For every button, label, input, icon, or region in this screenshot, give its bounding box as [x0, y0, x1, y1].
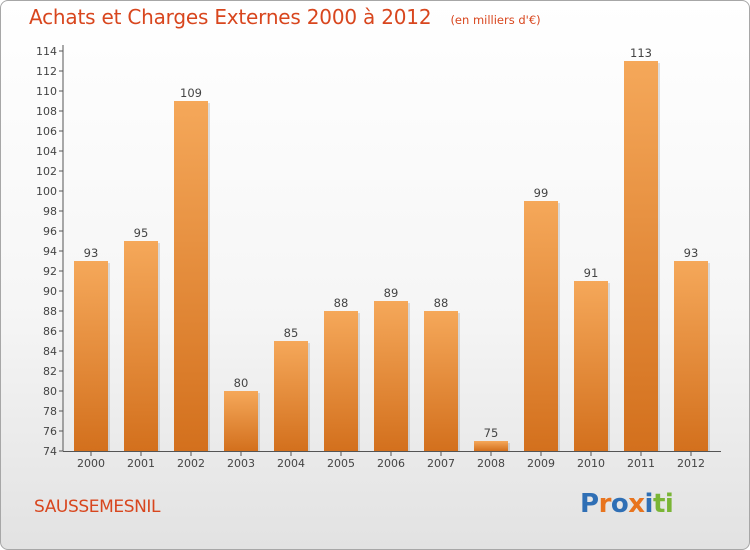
logo-letter: r — [598, 489, 612, 519]
bar-value-label: 91 — [584, 266, 599, 280]
bar-group[interactable]: 75 — [474, 426, 510, 451]
y-tick-label: 112 — [36, 65, 57, 78]
bar[interactable] — [224, 391, 258, 451]
x-tick-label: 2000 — [77, 457, 105, 470]
bar-value-label: 95 — [134, 226, 149, 240]
bar[interactable] — [274, 341, 308, 451]
y-tick-label: 104 — [36, 145, 57, 158]
x-tick-label: 2009 — [527, 457, 555, 470]
y-tick-label: 76 — [43, 425, 57, 438]
y-tick-label: 84 — [43, 345, 57, 358]
chart-unit: (en milliers d'€) — [450, 13, 541, 27]
bar-group[interactable]: 85 — [274, 326, 310, 451]
chart-header: Achats et Charges Externes 2000 à 2012 (… — [29, 5, 541, 29]
bar[interactable] — [574, 281, 608, 451]
y-tick-label: 80 — [43, 385, 57, 398]
bar-value-label: 75 — [484, 426, 499, 440]
bar-value-label: 113 — [630, 46, 652, 60]
bar[interactable] — [324, 311, 358, 451]
x-tick-label: 2001 — [127, 457, 155, 470]
bar[interactable] — [624, 61, 658, 451]
y-tick-label: 92 — [43, 265, 57, 278]
y-tick-label: 90 — [43, 285, 57, 298]
x-tick-label: 2011 — [627, 457, 655, 470]
x-tick-label: 2003 — [227, 457, 255, 470]
commune-name: SAUSSEMESNIL — [34, 497, 161, 517]
bar-group[interactable]: 91 — [574, 266, 610, 451]
bars: 93 95 109 80 85 88 89 88 75 99 91 113 93 — [74, 46, 710, 451]
y-tick-label: 74 — [43, 445, 57, 458]
y-tick-label: 108 — [36, 105, 57, 118]
bar[interactable] — [174, 101, 208, 451]
y-tick-label: 96 — [43, 225, 57, 238]
bar-group[interactable]: 93 — [74, 246, 110, 451]
y-tick-label: 100 — [36, 185, 57, 198]
bar-group[interactable]: 88 — [424, 296, 460, 451]
bar-value-label: 80 — [234, 376, 249, 390]
y-tick-label: 78 — [43, 405, 57, 418]
chart-title: Achats et Charges Externes 2000 à 2012 — [29, 5, 432, 29]
x-tick-label: 2005 — [327, 457, 355, 470]
y-tick-label: 86 — [43, 325, 57, 338]
bar-value-label: 93 — [84, 246, 99, 260]
y-tick-label: 102 — [36, 165, 57, 178]
y-tick-label: 106 — [36, 125, 57, 138]
bar-group[interactable]: 95 — [124, 226, 160, 451]
x-tick-label: 2004 — [277, 457, 305, 470]
y-tick-label: 114 — [36, 45, 57, 58]
y-tick-label: 82 — [43, 365, 57, 378]
bar-value-label: 89 — [384, 286, 399, 300]
proxiti-logo[interactable]: Proxiti — [580, 489, 674, 519]
x-tick-label: 2007 — [427, 457, 455, 470]
y-tick-label: 110 — [36, 85, 57, 98]
x-tick-label: 2012 — [677, 457, 705, 470]
logo-letter: x — [628, 489, 645, 519]
bar-group[interactable]: 80 — [224, 376, 260, 451]
bar-group[interactable]: 109 — [174, 86, 210, 451]
y-tick-label: 94 — [43, 245, 57, 258]
bar[interactable] — [74, 261, 108, 451]
logo-letter: i — [664, 489, 674, 519]
y-tick-label: 98 — [43, 205, 57, 218]
bar[interactable] — [474, 441, 508, 451]
bar[interactable] — [374, 301, 408, 451]
bar-group[interactable]: 88 — [324, 296, 360, 451]
logo-letter: o — [610, 489, 629, 519]
bar-group[interactable]: 89 — [374, 286, 410, 451]
x-tick-label: 2010 — [577, 457, 605, 470]
x-tick-label: 2002 — [177, 457, 205, 470]
bar-value-label: 85 — [284, 326, 299, 340]
bar-value-label: 109 — [180, 86, 202, 100]
bar-value-label: 88 — [434, 296, 449, 310]
bar[interactable] — [424, 311, 458, 451]
y-tick-label: 88 — [43, 305, 57, 318]
bar-value-label: 93 — [684, 246, 699, 260]
x-axis: 2000 2001 2002 2003 2004 2005 2006 2007 2008 2009… — [63, 451, 721, 470]
x-tick-label: 2006 — [377, 457, 405, 470]
bar[interactable] — [674, 261, 708, 451]
bar-group[interactable]: 93 — [674, 246, 710, 451]
logo-letter: t — [652, 489, 665, 519]
bar[interactable] — [524, 201, 558, 451]
bar-group[interactable]: 99 — [524, 186, 560, 451]
logo-letter: i — [644, 489, 654, 519]
bar-group[interactable]: 113 — [624, 46, 660, 451]
logo-letter: P — [580, 489, 599, 519]
y-axis: 74 76 78 80 82 84 86 88 90 92 94 96 98 100 102 104 106 10… — [36, 45, 64, 458]
x-tick-label: 2008 — [477, 457, 505, 470]
bar-value-label: 99 — [534, 186, 549, 200]
bar[interactable] — [124, 241, 158, 451]
bar-value-label: 88 — [334, 296, 349, 310]
